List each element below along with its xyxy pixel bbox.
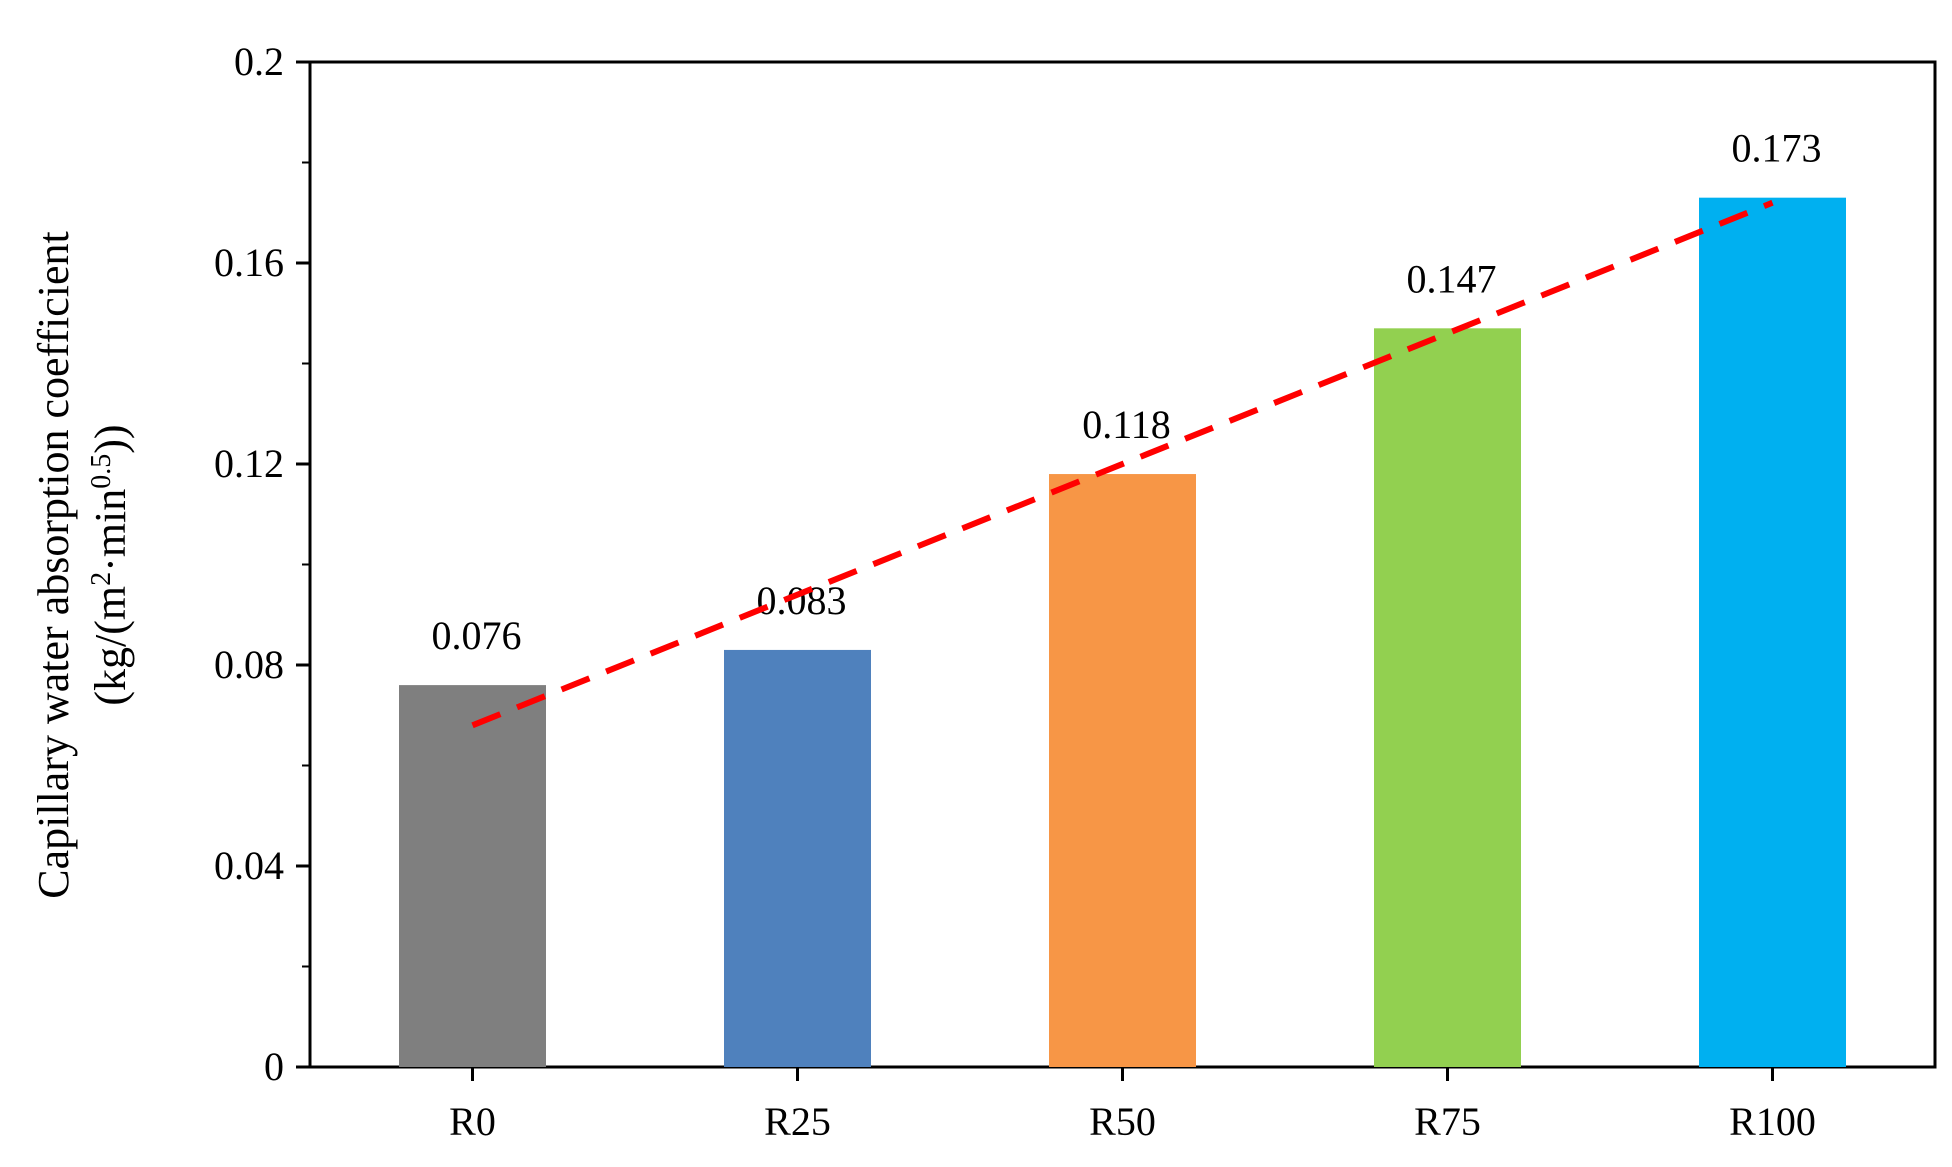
bars [399,197,1846,1068]
bar-r100 [1699,197,1846,1068]
x-category-label: R25 [764,1099,831,1144]
bar-r50 [1049,474,1196,1067]
data-label: 0.076 [432,613,522,658]
y-tick-label: 0.16 [214,240,284,285]
data-label: 0.118 [1082,402,1171,447]
x-category-label: R50 [1089,1099,1156,1144]
x-category-label: R75 [1414,1099,1481,1144]
y-tick-label: 0.04 [214,843,284,888]
y-axis-label: Capillary water absorption coefficient (… [29,231,135,899]
bar-r75 [1374,328,1521,1067]
data-label: 0.147 [1407,256,1497,301]
y-tick-label: 0.08 [214,642,284,687]
y-axis-label-line2: (kg/(m2·min0.5)) [86,424,136,705]
y-tick-label: 0.2 [234,39,284,84]
data-labels: 0.076 0.083 0.118 0.147 0.173 [432,126,1822,658]
bar-r25 [724,649,871,1067]
x-axis-ticks [471,1067,1774,1081]
y-tick-label: 0.12 [214,441,284,486]
y-axis-label-line1: Capillary water absorption coefficient [29,231,78,899]
trendline [471,199,1774,729]
data-label: 0.083 [757,578,847,623]
category-labels: R0 R25 R50 R75 R100 [449,1099,1816,1144]
bar-r0 [399,685,546,1067]
y-axis-ticks: 0 0.04 0.08 0.12 0.16 0.2 [214,39,310,1089]
x-category-label: R100 [1729,1099,1816,1144]
x-category-label: R0 [449,1099,496,1144]
data-label: 0.173 [1732,126,1822,171]
y-tick-label: 0 [264,1044,284,1089]
